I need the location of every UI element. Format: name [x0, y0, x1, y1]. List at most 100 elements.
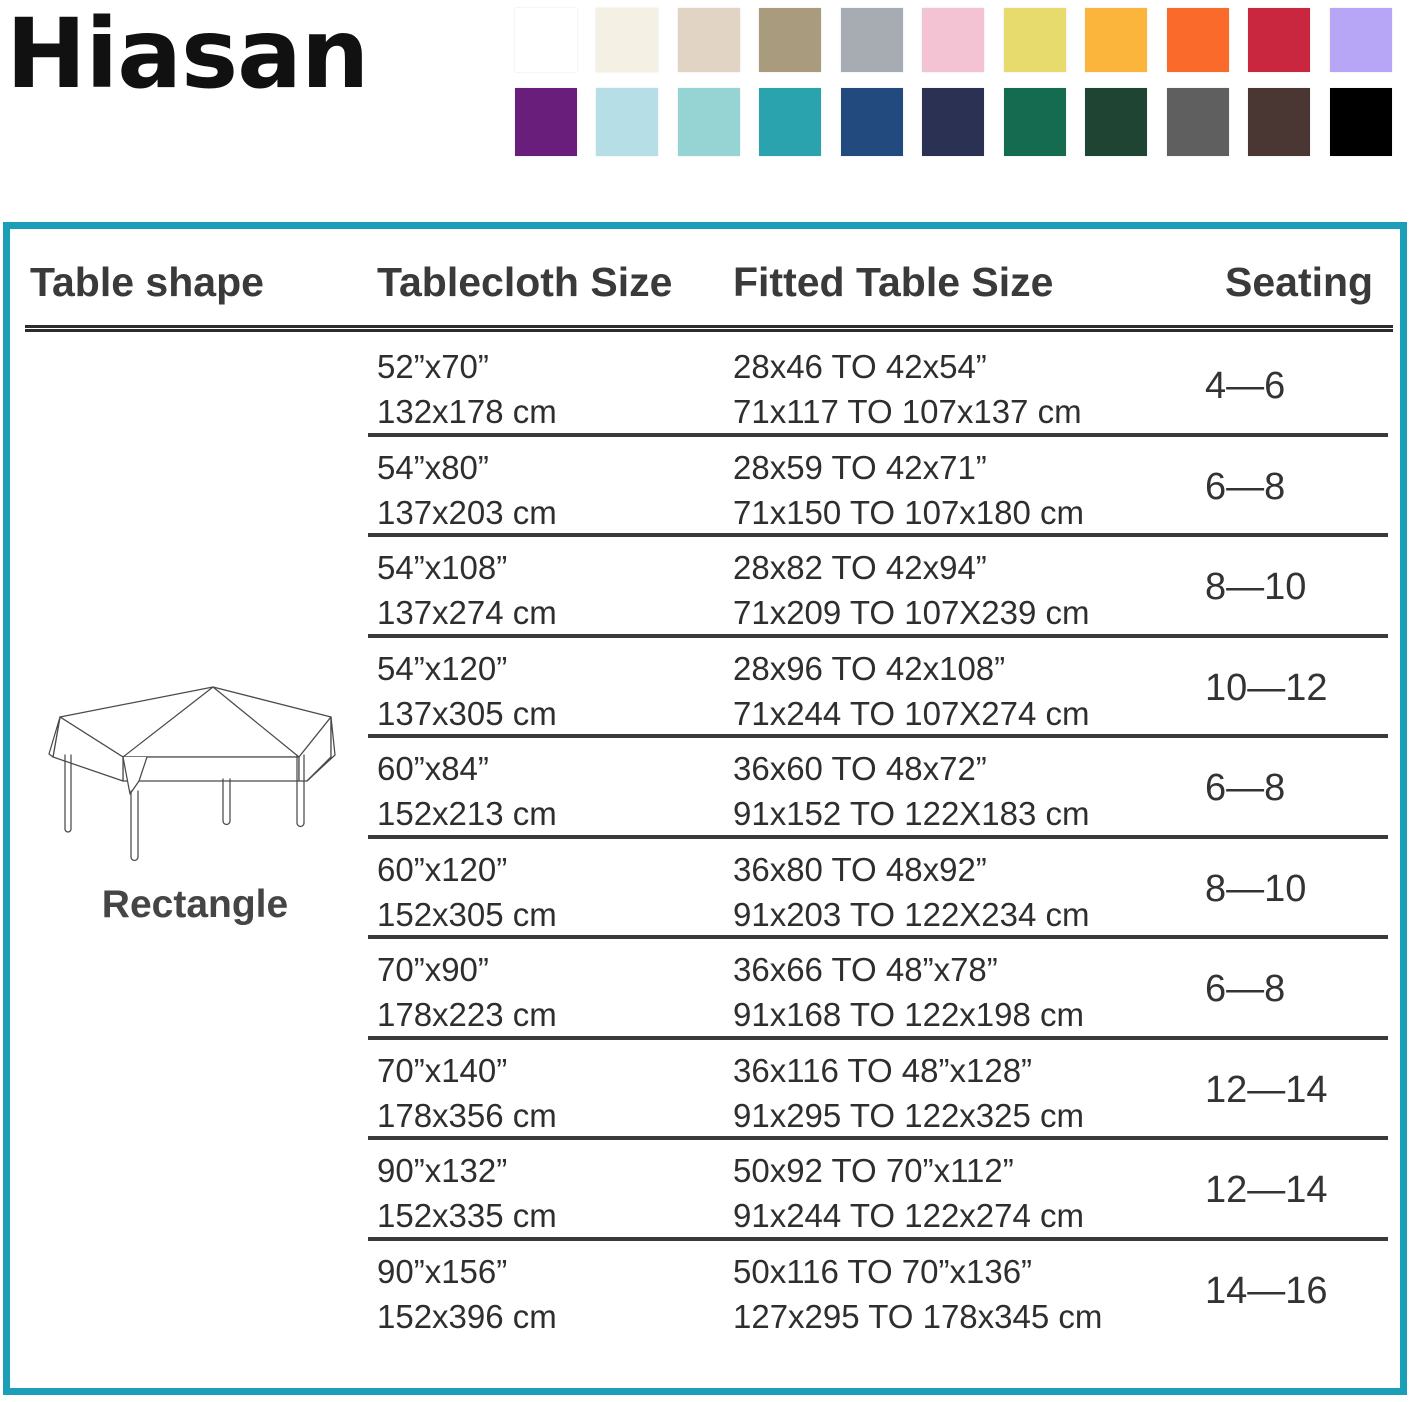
table-row: 90”x132” 152x335 cm 50x92 TO 70”x112” 91x24… — [10, 1136, 1400, 1237]
color-swatch-navy[interactable] — [840, 88, 903, 156]
color-swatch-grid — [505, 8, 1405, 172]
cell-seating: 6—8 — [1205, 465, 1286, 508]
cell-tablecloth-size: 90”x132” 152x335 cm — [377, 1148, 557, 1238]
tablecloth-size-cm: 132x178 cm — [377, 393, 557, 431]
cell-seating: 6—8 — [1205, 968, 1286, 1010]
table-row: 90”x156” 152x396 cm 50x116 TO 70”x136” 127x… — [10, 1236, 1400, 1339]
tablecloth-size-cm: 178x356 cm — [377, 1096, 557, 1134]
color-swatch-golden-yellow[interactable] — [1085, 8, 1148, 72]
tablecloth-size-inches: 90”x132” — [377, 1152, 508, 1189]
fitted-size-cm: 71x209 TO 107X239 cm — [733, 594, 1090, 632]
color-swatch-cell[interactable] — [1076, 8, 1158, 72]
rectangle-table-illustration — [48, 686, 336, 862]
cell-tablecloth-size: 70”x140” 178x356 cm — [377, 1048, 557, 1138]
color-swatch-red[interactable] — [1248, 8, 1311, 72]
cell-seating: 8—10 — [1205, 566, 1307, 608]
swatch-row-1 — [505, 8, 1405, 72]
cell-fitted-table-size: 50x92 TO 70”x112” 91x244 TO 122x274 cm — [733, 1148, 1084, 1238]
column-header-fitted-table-size: Fitted Table Size — [733, 259, 1054, 305]
color-swatch-cell[interactable] — [913, 8, 995, 72]
cell-tablecloth-size: 90”x156” 152x396 cm — [377, 1249, 557, 1339]
table-row: 54”x120” 137x305 cm 28x96 TO 42x108” 71x244… — [10, 633, 1400, 735]
color-swatch-green[interactable] — [1003, 88, 1066, 156]
color-swatch-dark-navy[interactable] — [922, 88, 985, 156]
cell-fitted-table-size: 28x46 TO 42x54” 71x117 TO 107x137 cm — [733, 344, 1082, 434]
tablecloth-size-cm: 152x213 cm — [377, 795, 557, 833]
cell-seating: 12—14 — [1205, 1068, 1328, 1111]
fitted-size-inches: 36x66 TO 48”x78” — [733, 951, 998, 988]
color-swatch-light-blue[interactable] — [596, 88, 659, 156]
fitted-size-cm: 91x203 TO 122X234 cm — [733, 895, 1090, 933]
color-swatch-cell[interactable] — [1157, 88, 1239, 156]
color-swatch-charcoal[interactable] — [1166, 88, 1229, 156]
color-swatch-cream[interactable] — [596, 8, 659, 72]
color-swatch-orange[interactable] — [1166, 8, 1229, 72]
color-swatch-gray[interactable] — [840, 8, 903, 72]
color-swatch-cell[interactable] — [668, 88, 750, 156]
color-swatch-cell[interactable] — [668, 8, 750, 72]
table-shape-label: Rectangle — [101, 883, 289, 926]
cell-fitted-table-size: 36x66 TO 48”x78” 91x168 TO 122x198 cm — [733, 947, 1084, 1037]
color-swatch-yellow[interactable] — [1003, 8, 1066, 72]
color-swatch-cell[interactable] — [1320, 88, 1402, 156]
color-swatch-black[interactable] — [1329, 88, 1392, 156]
fitted-size-cm: 71x244 TO 107X274 cm — [733, 694, 1090, 732]
table-row: 52”x70” 132x178 cm 28x46 TO 42x54” 71x117 T… — [10, 332, 1400, 433]
color-swatch-cell[interactable] — [994, 88, 1076, 156]
color-swatch-purple[interactable] — [514, 88, 577, 156]
color-swatch-teal[interactable] — [759, 88, 822, 156]
color-swatch-cell[interactable] — [1157, 8, 1239, 72]
color-swatch-cell[interactable] — [913, 88, 995, 156]
table-row: 70”x140” 178x356 cm 36x116 TO 48”x128” 91x2… — [10, 1035, 1400, 1138]
color-swatch-cell[interactable] — [831, 88, 913, 156]
tablecloth-size-cm: 137x274 cm — [377, 594, 557, 632]
color-swatch-cell[interactable] — [994, 8, 1076, 72]
color-swatch-cell[interactable] — [750, 88, 832, 156]
fitted-size-inches: 50x92 TO 70”x112” — [733, 1152, 1014, 1189]
color-swatch-pink[interactable] — [922, 8, 985, 72]
tablecloth-size-inches: 70”x90” — [377, 951, 489, 988]
color-swatch-dark-green[interactable] — [1085, 88, 1148, 156]
color-swatch-cell[interactable] — [505, 8, 587, 72]
cell-seating: 14—16 — [1205, 1269, 1328, 1312]
color-swatch-white[interactable] — [514, 8, 577, 72]
size-table-body: 52”x70” 132x178 cm 28x46 TO 42x54” 71x117 T… — [10, 332, 1400, 1337]
cell-seating: 12—14 — [1205, 1169, 1328, 1211]
swatch-row-2 — [505, 88, 1405, 156]
table-row: 70”x90” 178x223 cm 36x66 TO 48”x78” 91x168 … — [10, 935, 1400, 1036]
cell-tablecloth-size: 60”x84” 152x213 cm — [377, 746, 557, 836]
color-swatch-taupe[interactable] — [759, 8, 822, 72]
color-swatch-cell[interactable] — [1076, 88, 1158, 156]
color-swatch-cell[interactable] — [831, 8, 913, 72]
color-swatch-cell[interactable] — [1239, 88, 1321, 156]
cell-fitted-table-size: 28x82 TO 42x94” 71x209 TO 107X239 cm — [733, 545, 1090, 635]
fitted-size-cm: 127x295 TO 178x345 cm — [733, 1297, 1103, 1335]
cell-tablecloth-size: 60”x120” 152x305 cm — [377, 847, 557, 937]
cell-fitted-table-size: 28x59 TO 42x71” 71x150 TO 107x180 cm — [733, 445, 1084, 535]
color-swatch-aqua[interactable] — [677, 88, 740, 156]
fitted-size-cm: 91x168 TO 122x198 cm — [733, 996, 1085, 1034]
tablecloth-size-inches: 54”x80” — [377, 448, 489, 486]
color-swatch-cell[interactable] — [1239, 8, 1321, 72]
color-swatch-cell[interactable] — [505, 88, 587, 156]
color-swatch-cell[interactable] — [587, 8, 669, 72]
color-swatch-cell[interactable] — [1320, 8, 1402, 72]
fitted-size-inches: 50x116 TO 70”x136” — [733, 1252, 1033, 1290]
brand-logo: Hiasan — [6, 0, 369, 110]
tablecloth-size-cm: 152x396 cm — [377, 1297, 557, 1335]
table-row: 60”x120” 152x305 cm 36x80 TO 48x92” 91x203 … — [10, 834, 1400, 937]
fitted-size-cm: 91x152 TO 122X183 cm — [733, 795, 1090, 833]
table-row: 60”x84” 152x213 cm 36x60 TO 48x72” 91x152 T… — [10, 734, 1400, 835]
tablecloth-size-cm: 137x203 cm — [377, 493, 557, 531]
fitted-size-inches: 28x82 TO 42x94” — [733, 549, 987, 586]
color-swatch-beige[interactable] — [677, 8, 740, 72]
color-swatch-cell[interactable] — [587, 88, 669, 156]
tablecloth-size-cm: 178x223 cm — [377, 996, 557, 1034]
color-swatch-cell[interactable] — [750, 8, 832, 72]
table-row: 54”x108” 137x274 cm 28x82 TO 42x94” 71x209 … — [10, 533, 1400, 634]
color-swatch-brown[interactable] — [1248, 88, 1311, 156]
tablecloth-size-inches: 60”x120” — [377, 850, 508, 888]
fitted-size-inches: 28x96 TO 42x108” — [733, 649, 1006, 687]
color-swatch-lavender[interactable] — [1329, 8, 1392, 72]
cell-seating: 8—10 — [1205, 867, 1307, 910]
